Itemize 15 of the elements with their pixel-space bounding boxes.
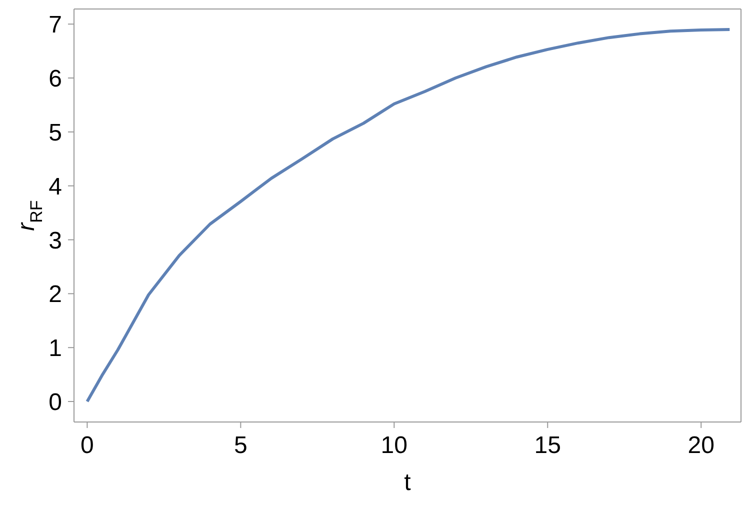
y-tick-label: 2: [48, 281, 62, 308]
y-tick-label: 5: [48, 119, 62, 146]
line-series: [86, 28, 732, 404]
x-tick-label: 15: [534, 432, 561, 460]
y-tick-label: 1: [48, 335, 62, 362]
x-tick-label: 5: [234, 432, 248, 460]
x-tick-label: 20: [688, 432, 714, 460]
y-tick-label: 7: [48, 12, 62, 39]
y-tick-label: 6: [48, 66, 62, 93]
x-tick-label: 0: [80, 432, 94, 460]
y-tick-label: 3: [48, 227, 62, 254]
y-tick-label: 4: [48, 173, 62, 200]
x-tick-label: 10: [380, 432, 408, 460]
y-tick-label: 0: [48, 389, 62, 416]
x-axis-title: t: [404, 469, 412, 496]
